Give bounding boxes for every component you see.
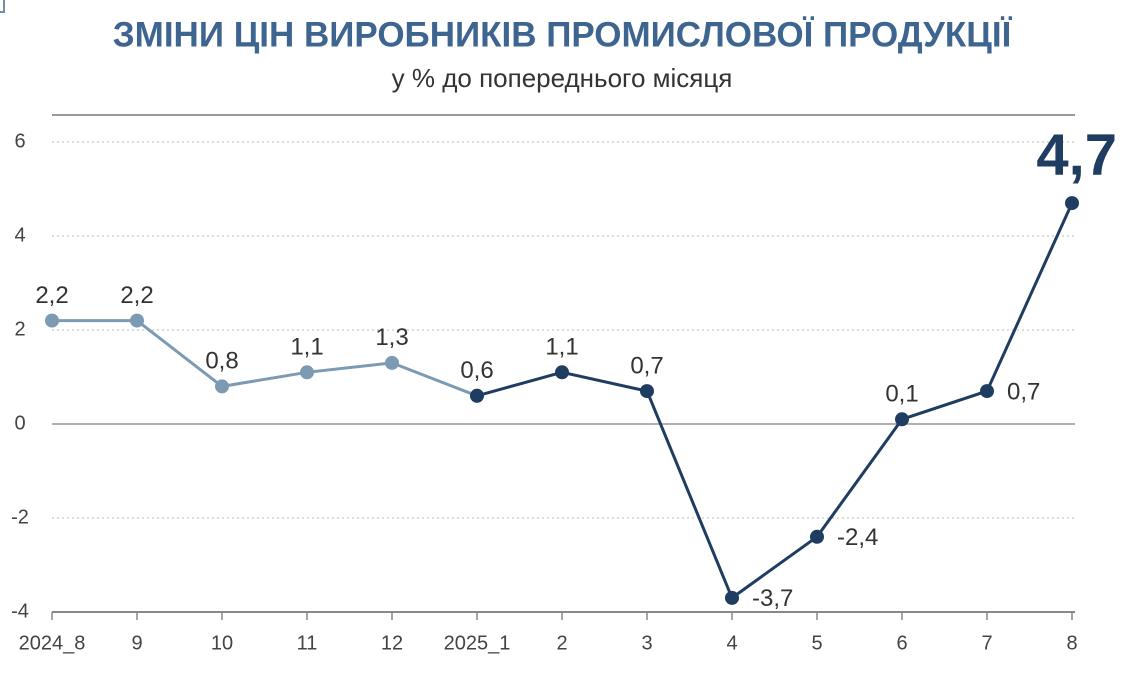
value-label: 2,2 xyxy=(35,282,68,309)
x-tick-label: 12 xyxy=(381,632,403,654)
value-label: 2,2 xyxy=(120,282,153,309)
x-tick-label: 9 xyxy=(131,632,142,654)
corner-decor xyxy=(0,0,5,13)
point xyxy=(45,313,59,328)
point xyxy=(215,379,229,394)
value-label: -3,7 xyxy=(752,585,793,612)
y-tick-label: 0 xyxy=(14,412,25,434)
point xyxy=(895,412,909,427)
line xyxy=(476,202,1074,601)
x-tick-label: 2024_8 xyxy=(19,632,86,654)
y-tick-label: 6 xyxy=(14,130,25,152)
x-tick-label: 8 xyxy=(1066,632,1077,654)
point xyxy=(385,355,399,370)
point xyxy=(980,384,994,399)
point xyxy=(1065,196,1079,211)
x-tick-label: 4 xyxy=(726,632,737,654)
point xyxy=(130,313,144,328)
y-tick-label: 2 xyxy=(14,318,25,340)
value-label: 0,7 xyxy=(1007,378,1040,405)
y-tick-label: 4 xyxy=(14,224,25,246)
value-label: 0,1 xyxy=(885,381,918,408)
value-label: 4,7 xyxy=(1036,122,1117,187)
value-label: 1,1 xyxy=(290,334,323,361)
point xyxy=(470,388,484,403)
value-label: 0,7 xyxy=(630,352,663,379)
chart-title: ЗМІНИ ЦІН ВИРОБНИКІВ ПРОМИСЛОВОЇ ПРОДУКЦ… xyxy=(113,15,1013,54)
x-tick-label: 2 xyxy=(556,632,567,654)
x-tick-label: 10 xyxy=(211,632,233,654)
x-tick-label: 11 xyxy=(297,632,318,654)
value-label: 1,3 xyxy=(375,324,408,351)
point xyxy=(640,384,654,399)
point xyxy=(810,529,824,544)
x-tick-label: 6 xyxy=(896,632,907,654)
x-tick-label: 2025_1 xyxy=(444,632,511,654)
line xyxy=(52,319,478,398)
value-label: 0,6 xyxy=(460,357,493,384)
point xyxy=(725,590,739,605)
chart-subtitle: у % до попереднього місяця xyxy=(392,63,733,93)
value-label: 0,8 xyxy=(205,348,238,375)
y-tick-label: -2 xyxy=(11,506,29,528)
point xyxy=(300,365,314,380)
x-tick-label: 5 xyxy=(811,632,822,654)
x-tick-label: 3 xyxy=(641,632,652,654)
x-tick-label: 7 xyxy=(981,632,992,654)
point xyxy=(555,365,569,380)
value-label: 1,1 xyxy=(545,334,578,361)
y-tick-label: -4 xyxy=(11,600,29,622)
value-label: -2,4 xyxy=(837,524,878,551)
